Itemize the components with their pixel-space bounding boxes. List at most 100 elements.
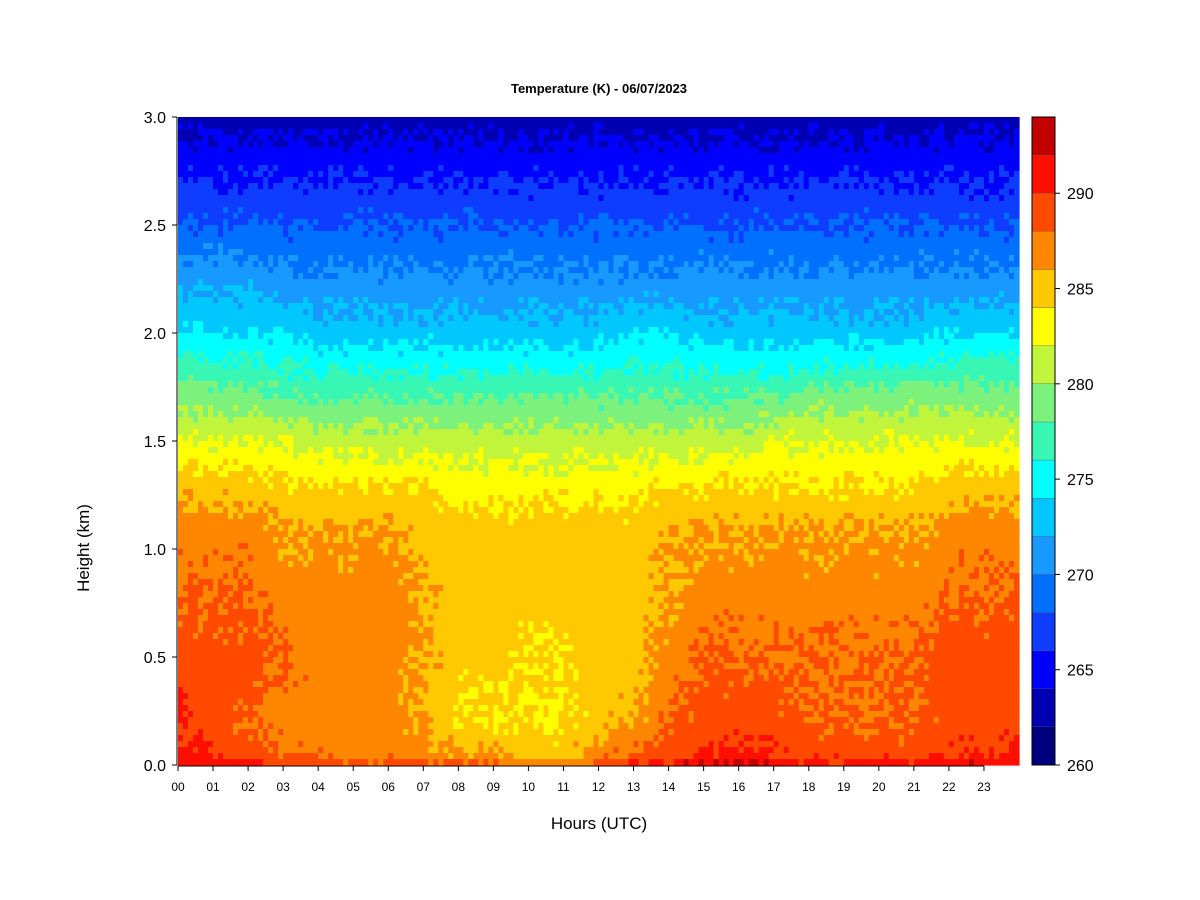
heatmap-cell [388, 327, 394, 334]
heatmap-cell [213, 669, 219, 676]
heatmap-cell [198, 291, 204, 298]
heatmap-cell [203, 225, 209, 232]
heatmap-cell [328, 459, 334, 466]
heatmap-cell [333, 375, 339, 382]
heatmap-cell [313, 429, 319, 436]
heatmap-cell [403, 159, 409, 166]
heatmap-cell [283, 261, 289, 268]
heatmap-cell [228, 135, 234, 142]
heatmap-cell [383, 171, 389, 178]
heatmap-cell [228, 711, 234, 718]
heatmap-cell [383, 741, 389, 748]
heatmap-cell [303, 459, 309, 466]
heatmap-cell [188, 543, 194, 550]
heatmap-cell [368, 321, 374, 328]
heatmap-cell [248, 627, 254, 634]
heatmap-cell [308, 471, 314, 478]
heatmap-cell [268, 231, 274, 238]
heatmap-cell [308, 399, 314, 406]
heatmap-cell [263, 555, 269, 562]
heatmap-cell [383, 555, 389, 562]
heatmap-cell [348, 135, 354, 142]
heatmap-cell [193, 297, 199, 304]
heatmap-cell [188, 669, 194, 676]
heatmap-cell [353, 621, 359, 628]
heatmap-cell [278, 303, 284, 310]
heatmap-cell [253, 507, 259, 514]
heatmap-cell [363, 465, 369, 472]
heatmap-cell [383, 429, 389, 436]
heatmap-cell [273, 699, 279, 706]
heatmap-cell [208, 561, 214, 568]
heatmap-cell [203, 207, 209, 214]
heatmap-cell [248, 195, 254, 202]
heatmap-cell [248, 699, 254, 706]
heatmap-cell [333, 603, 339, 610]
heatmap-cell [193, 327, 199, 334]
heatmap-cell [328, 117, 334, 124]
heatmap-cell [288, 489, 294, 496]
heatmap-cell [303, 357, 309, 364]
heatmap-cell [383, 561, 389, 568]
heatmap-cell [218, 723, 224, 730]
heatmap-cell [333, 303, 339, 310]
heatmap-cell [318, 243, 324, 250]
heatmap-cell [283, 381, 289, 388]
heatmap-cell [383, 381, 389, 388]
heatmap-cell [383, 279, 389, 286]
heatmap-cell [313, 165, 319, 172]
heatmap-cell [313, 687, 319, 694]
heatmap-cell [318, 369, 324, 376]
heatmap-cell [333, 687, 339, 694]
heatmap-cell [263, 423, 269, 430]
heatmap-cell [228, 117, 234, 124]
heatmap-cell [303, 321, 309, 328]
heatmap-cell [368, 489, 374, 496]
heatmap-cell [213, 297, 219, 304]
heatmap-cell [203, 627, 209, 634]
heatmap-cell [178, 537, 184, 544]
heatmap-cell [283, 579, 289, 586]
heatmap-cell [298, 741, 304, 748]
heatmap-cell [323, 717, 329, 724]
heatmap-cell [268, 747, 274, 754]
heatmap-cell [293, 243, 299, 250]
heatmap-cell [258, 201, 264, 208]
heatmap-cell [358, 597, 364, 604]
heatmap-cell [348, 381, 354, 388]
heatmap-cell [248, 669, 254, 676]
heatmap-cell [353, 303, 359, 310]
heatmap-cell [233, 405, 239, 412]
heatmap-cell [308, 675, 314, 682]
heatmap-cell [293, 489, 299, 496]
heatmap-cell [298, 567, 304, 574]
heatmap-cell [218, 543, 224, 550]
heatmap-cell [243, 165, 249, 172]
heatmap-cell [348, 255, 354, 262]
heatmap-cell [288, 441, 294, 448]
heatmap-cell [273, 135, 279, 142]
heatmap-cell [393, 195, 399, 202]
heatmap-cell [333, 117, 339, 124]
heatmap-cell [383, 387, 389, 394]
heatmap-cell [373, 453, 379, 460]
heatmap-cell [258, 171, 264, 178]
heatmap-cell [388, 657, 394, 664]
heatmap-cell [183, 501, 189, 508]
heatmap-cell [268, 759, 274, 766]
heatmap-cell [253, 609, 259, 616]
heatmap-cell [273, 537, 279, 544]
heatmap-cell [213, 129, 219, 136]
heatmap-cell [303, 285, 309, 292]
heatmap-cell [178, 411, 184, 418]
heatmap-cell [318, 195, 324, 202]
heatmap-cell [293, 717, 299, 724]
heatmap-cell [203, 591, 209, 598]
heatmap-cell [218, 531, 224, 538]
heatmap-cell [193, 375, 199, 382]
heatmap-cell [318, 255, 324, 262]
heatmap-cell [238, 315, 244, 322]
heatmap-cell [308, 711, 314, 718]
heatmap-cell [228, 651, 234, 658]
heatmap-cell [258, 561, 264, 568]
